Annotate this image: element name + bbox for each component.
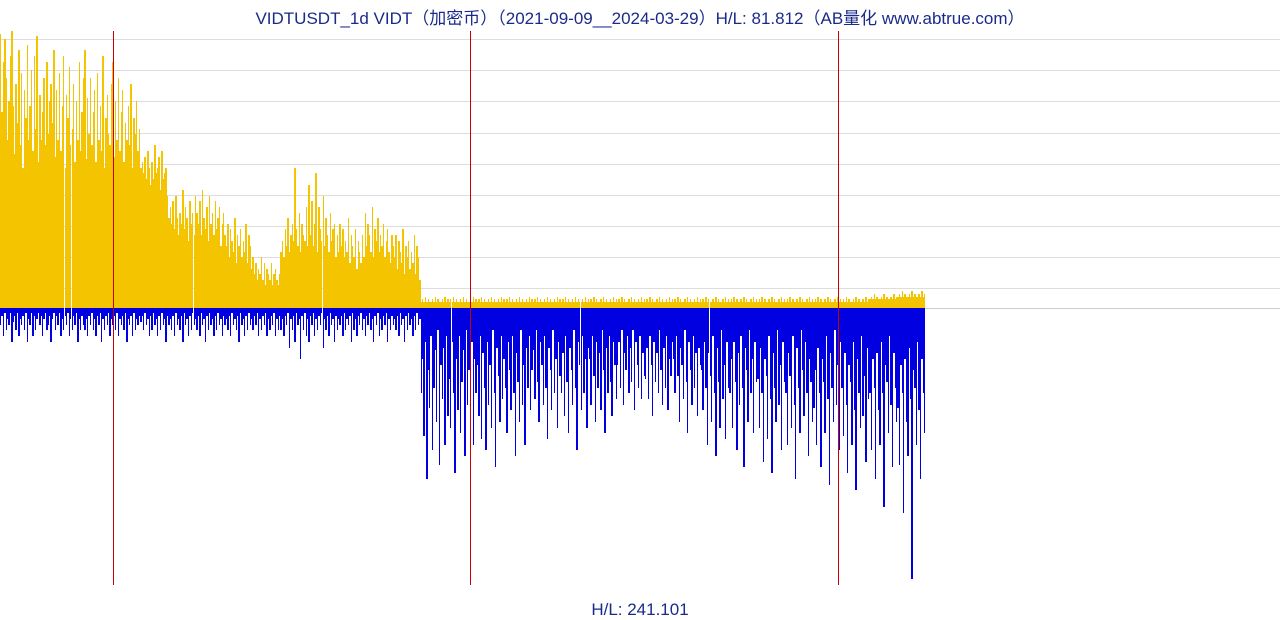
year-marker <box>113 31 114 585</box>
year-marker <box>838 31 839 585</box>
chart-container: VIDTUSDT_1d VIDT（加密币）（2021-09-09__2024-0… <box>0 0 1280 620</box>
plot-area <box>0 28 1280 593</box>
bar-dn <box>924 308 925 434</box>
bottom-label: H/L: 241.101 <box>0 600 1280 620</box>
chart-title: VIDTUSDT_1d VIDT（加密币）（2021-09-09__2024-0… <box>0 4 1280 29</box>
upper-bars-region <box>0 28 1280 308</box>
lower-bars-region <box>0 308 1280 593</box>
year-marker <box>470 31 471 585</box>
bar-up <box>924 294 925 308</box>
